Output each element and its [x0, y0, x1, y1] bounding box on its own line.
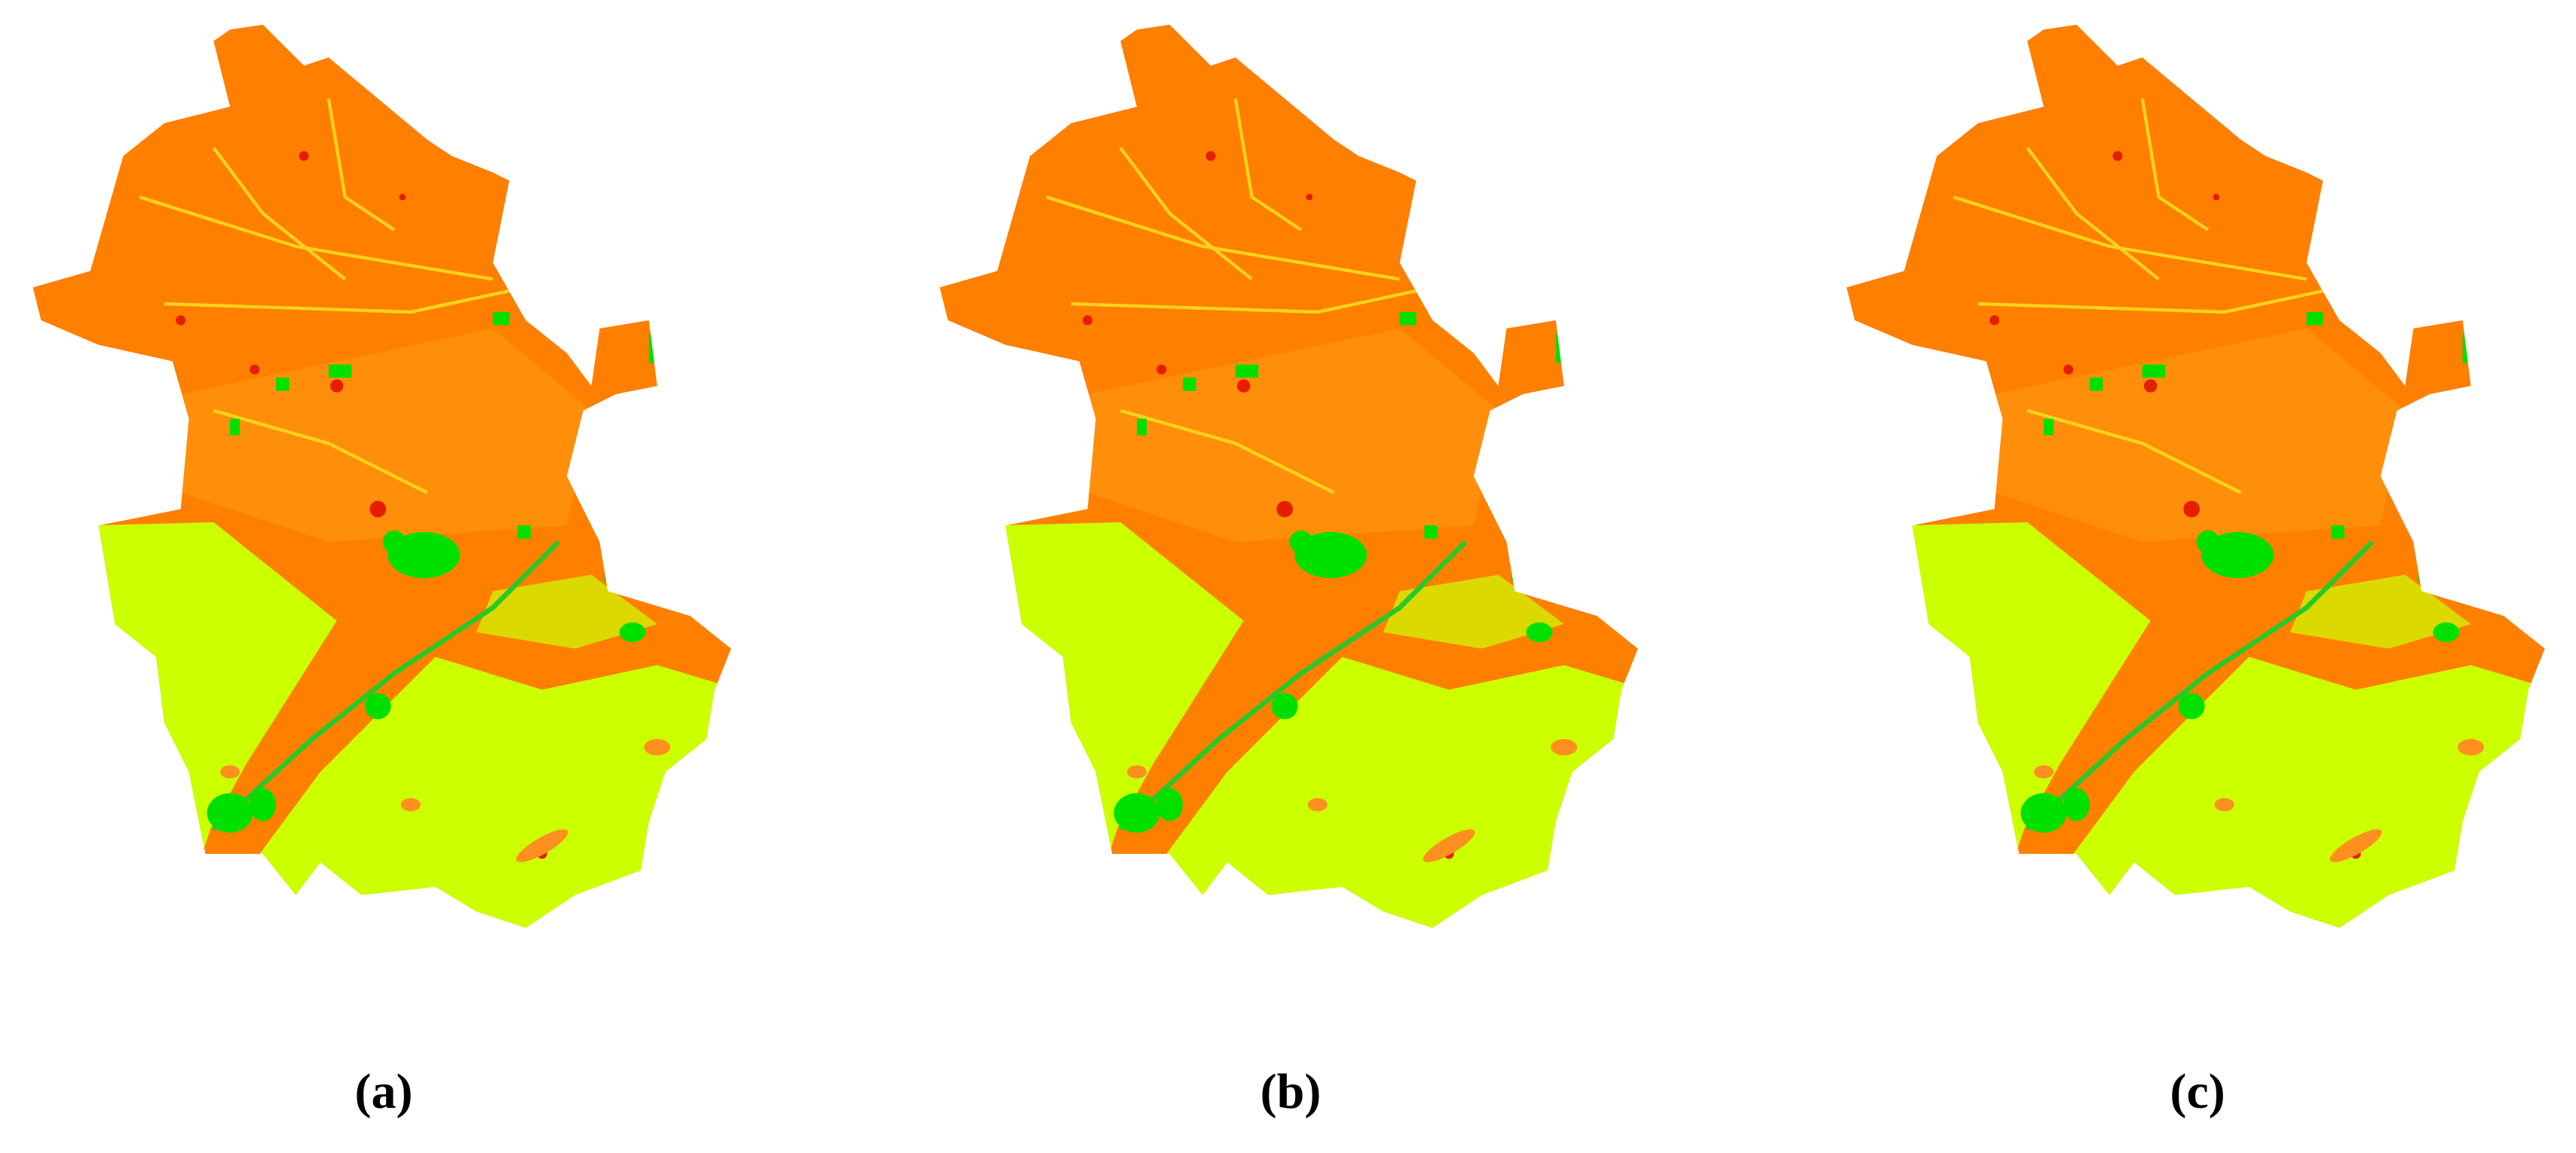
map-panels — [0, 0, 2569, 953]
panel-label: (a) — [355, 1064, 413, 1119]
map-panel — [907, 0, 1662, 953]
panel-label: (c) — [2170, 1064, 2225, 1119]
map-panel — [1814, 0, 2569, 953]
panel-label: (b) — [1260, 1064, 1322, 1119]
map-panel — [0, 0, 755, 953]
